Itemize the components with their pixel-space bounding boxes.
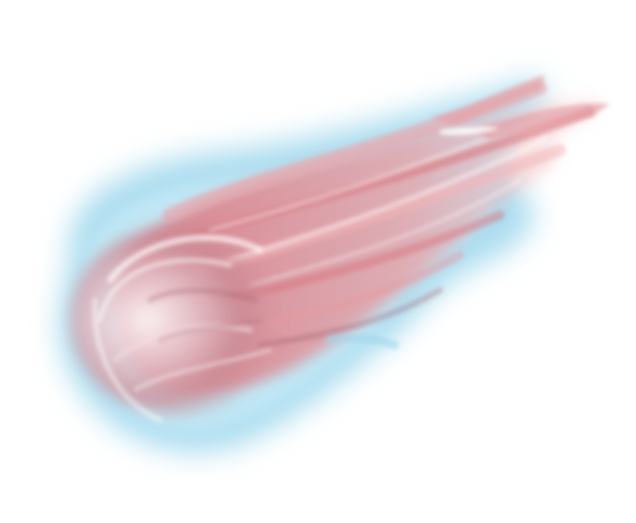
head-swirls	[92, 234, 272, 423]
comet-head	[70, 225, 290, 415]
tail-tips	[430, 75, 610, 140]
